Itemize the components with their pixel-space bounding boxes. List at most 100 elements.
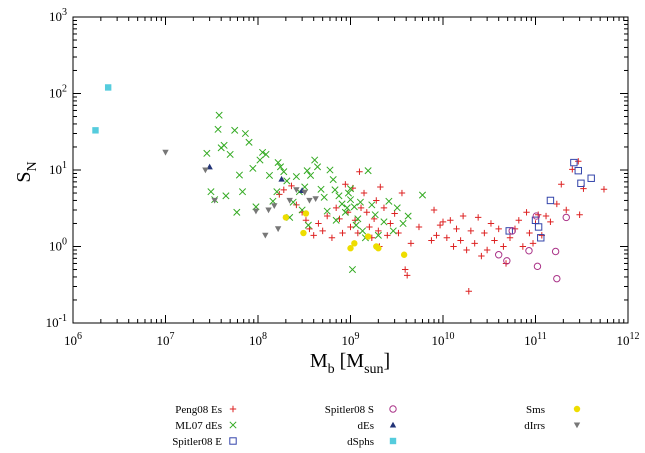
data-point [525, 247, 533, 255]
legend-marker [389, 437, 397, 445]
data-point [547, 218, 554, 226]
data-point [500, 243, 507, 250]
data-point [233, 208, 241, 216]
data-point [280, 186, 287, 194]
data-point [487, 220, 495, 227]
data-point [317, 185, 325, 193]
data-point [393, 204, 401, 212]
data-point [356, 168, 363, 175]
legend-label: Peng08 Es [175, 404, 222, 416]
data-point [265, 207, 272, 214]
data-point [562, 213, 570, 222]
legend-label: Sms [526, 404, 545, 416]
data-point [315, 220, 322, 227]
x-axis-label: Mb [Msun] [310, 350, 390, 377]
data-point [293, 187, 300, 194]
legend-label: Spitler08 S [325, 404, 374, 416]
legend-marker [229, 437, 237, 445]
data-point [215, 111, 223, 119]
data-point [447, 217, 454, 224]
data-point [401, 266, 409, 273]
data-point [326, 166, 334, 174]
data-points [92, 84, 608, 295]
data-point [439, 218, 447, 226]
data-point [398, 189, 406, 197]
y-axis-label-sub: N [25, 161, 40, 171]
data-point [312, 196, 319, 203]
x-axis-label-sub: b [328, 362, 335, 377]
data-point [529, 240, 537, 247]
legend-item: Peng08 Es [175, 404, 237, 416]
data-point [380, 204, 388, 212]
data-point [162, 149, 169, 156]
data-point [307, 171, 315, 179]
x-axis-label-unit-close: ] [384, 350, 391, 372]
data-point [495, 225, 502, 233]
data-point [553, 274, 561, 283]
data-point [286, 197, 293, 204]
data-point [313, 163, 322, 171]
data-point [226, 150, 234, 158]
data-point [375, 227, 382, 235]
data-point [526, 229, 533, 237]
series-7 [162, 149, 319, 239]
data-point [483, 246, 491, 254]
data-point [515, 217, 523, 224]
y-tick-label: 102 [49, 84, 67, 101]
data-point [384, 232, 391, 239]
data-point [542, 212, 550, 220]
legend-item: Spitler08 E [172, 436, 237, 448]
data-point [391, 210, 398, 217]
data-point [533, 262, 542, 271]
data-point [389, 227, 397, 235]
data-point [478, 252, 485, 260]
series-0 [276, 158, 608, 295]
x-tick-label: 1011 [524, 331, 547, 348]
data-point [310, 232, 317, 239]
data-point [503, 257, 511, 265]
y-tick-label: 101 [49, 160, 67, 177]
data-point [332, 204, 340, 212]
data-point [276, 163, 285, 171]
data-point [375, 245, 382, 252]
legend-item: dIrrs [524, 420, 581, 432]
chart-legend: Peng08 Es ML07 dEs Spitler08 E Spitler08 S d… [172, 404, 581, 448]
data-point [252, 208, 260, 215]
x-tick-label: 1012 [617, 331, 640, 348]
data-point [338, 200, 346, 208]
data-point [202, 167, 209, 174]
data-point [505, 227, 513, 235]
data-point [370, 215, 378, 223]
data-point [274, 226, 282, 233]
data-point [465, 288, 472, 295]
data-point [332, 216, 340, 224]
data-point [347, 245, 354, 252]
data-point [551, 247, 560, 256]
data-point [104, 84, 112, 91]
data-point [519, 243, 527, 250]
data-point [364, 167, 372, 175]
data-point [474, 214, 482, 221]
data-point [304, 221, 312, 229]
data-point [231, 126, 239, 134]
data-point [92, 127, 99, 134]
data-point [303, 167, 311, 175]
data-point [265, 171, 274, 179]
data-point [546, 196, 555, 205]
data-point [211, 197, 218, 204]
data-point [302, 210, 310, 217]
data-point [404, 212, 412, 220]
data-point [339, 229, 346, 237]
data-point [341, 208, 349, 216]
legend-item: Sms [526, 404, 581, 416]
data-point [320, 193, 328, 201]
series-2 [505, 158, 595, 242]
data-point [400, 251, 408, 258]
data-point [407, 240, 415, 247]
data-point [374, 231, 382, 239]
data-point [418, 191, 427, 199]
tick-labels: 106 107 108 109 1010 1011 1012 10-1 100 101 102 103 [46, 7, 640, 348]
plot-axes [72, 16, 629, 324]
data-point [288, 182, 295, 190]
data-point [491, 237, 498, 244]
